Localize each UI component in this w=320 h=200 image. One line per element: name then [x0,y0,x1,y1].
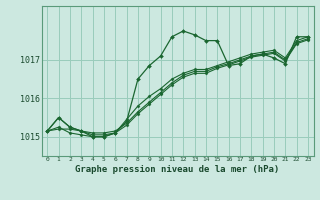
X-axis label: Graphe pression niveau de la mer (hPa): Graphe pression niveau de la mer (hPa) [76,165,280,174]
